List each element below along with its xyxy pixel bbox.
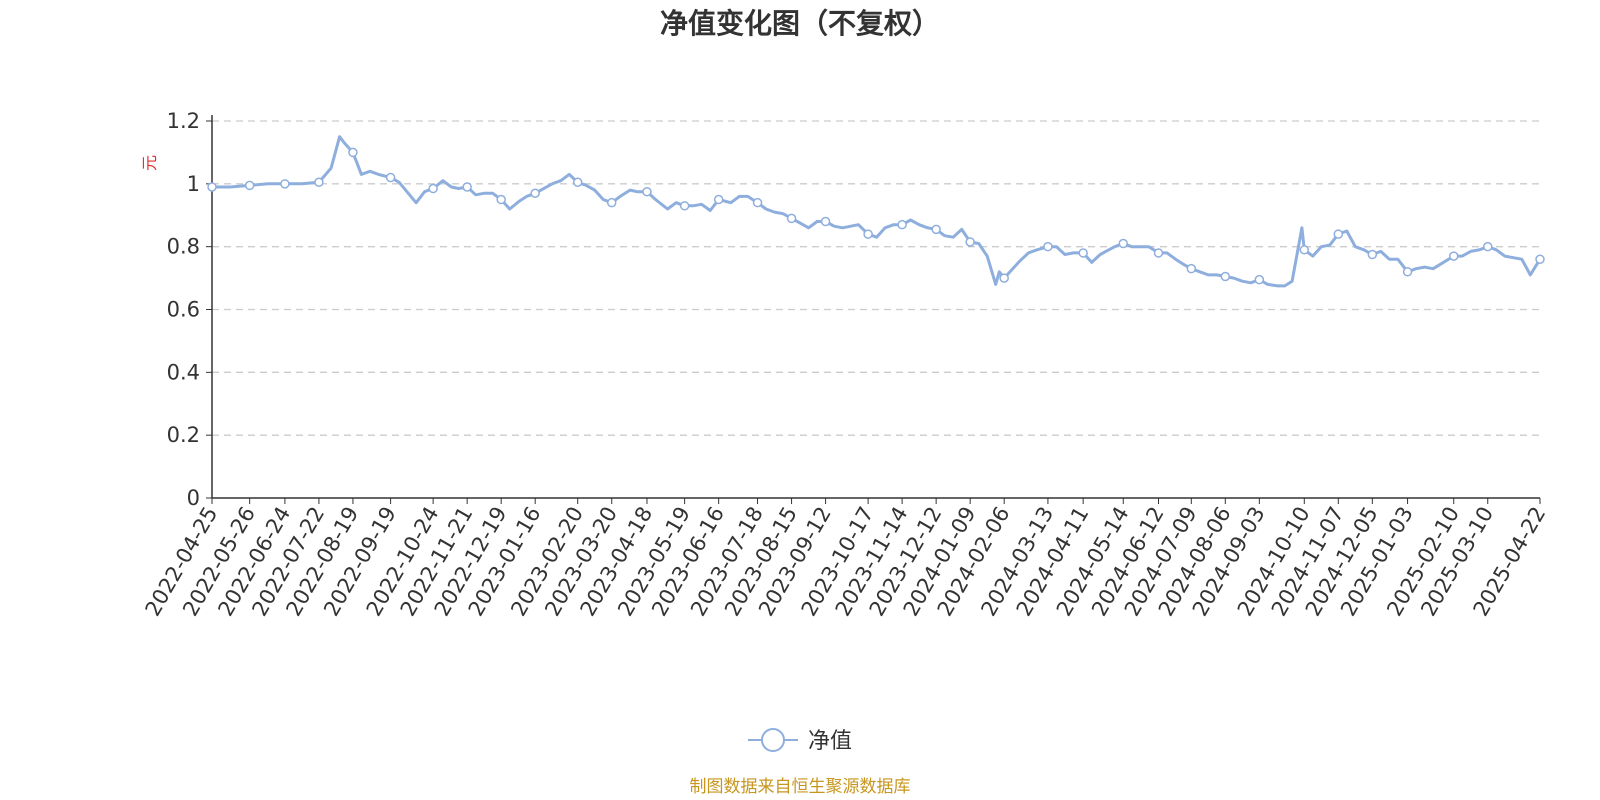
data-point	[530, 188, 540, 199]
data-point	[897, 219, 907, 230]
data-point	[462, 182, 472, 192]
data-point	[679, 201, 690, 211]
y-axis-ticks: 0 0.2 0.4 0.6 0.8 1 1.2	[167, 109, 212, 510]
data-point	[280, 179, 290, 189]
data-point	[1153, 248, 1164, 258]
series-layer	[207, 135, 1545, 288]
data-point	[1483, 241, 1493, 252]
data-point	[1254, 274, 1265, 285]
data-point	[385, 172, 396, 183]
legend-label: 净值	[808, 729, 852, 754]
grid-lines	[212, 120, 1540, 436]
data-point	[428, 183, 438, 194]
data-point	[786, 213, 797, 224]
data-point	[931, 224, 941, 235]
data-point	[1186, 263, 1197, 274]
y-tick-label: 0.4	[167, 360, 200, 384]
data-point	[207, 182, 217, 192]
data-point	[999, 273, 1009, 283]
data-point	[244, 180, 255, 191]
data-point	[713, 194, 724, 205]
data-point	[1118, 238, 1129, 249]
y-tick-label: 1.2	[167, 109, 200, 133]
source-note: 制图数据来自恒生聚源数据库	[690, 777, 911, 797]
data-point	[1220, 271, 1231, 282]
legend[interactable]: 净值	[748, 728, 852, 754]
data-point	[348, 147, 358, 158]
y-tick-label: 0.2	[167, 423, 200, 447]
data-point	[1333, 229, 1344, 239]
series-line	[212, 135, 1542, 288]
data-point	[1299, 245, 1310, 255]
data-point	[606, 197, 617, 208]
data-point	[863, 229, 873, 239]
data-point	[642, 186, 652, 197]
chart-title: 净值变化图（不复权）	[660, 7, 940, 40]
y-tick-label: 0	[187, 486, 200, 510]
y-tick-label: 0.8	[167, 235, 200, 259]
data-point	[496, 194, 506, 205]
data-point	[752, 197, 763, 208]
y-tick-label: 0.6	[167, 298, 200, 322]
legend-marker-icon	[761, 728, 785, 752]
y-axis-label: 元	[140, 155, 159, 171]
data-point	[572, 177, 583, 188]
x-axis-ticks: 2022-04-252022-05-262022-06-242022-07-22…	[141, 498, 1550, 620]
data-point	[1367, 249, 1378, 260]
data-point	[1402, 267, 1413, 277]
data-point	[1448, 251, 1459, 261]
data-point	[1078, 248, 1088, 258]
axes	[211, 115, 1540, 499]
data-point	[1535, 254, 1545, 264]
y-tick-label: 1	[187, 172, 200, 196]
data-point	[965, 237, 975, 247]
data-point	[1043, 241, 1053, 252]
data-point	[314, 177, 324, 188]
data-point	[820, 216, 831, 227]
